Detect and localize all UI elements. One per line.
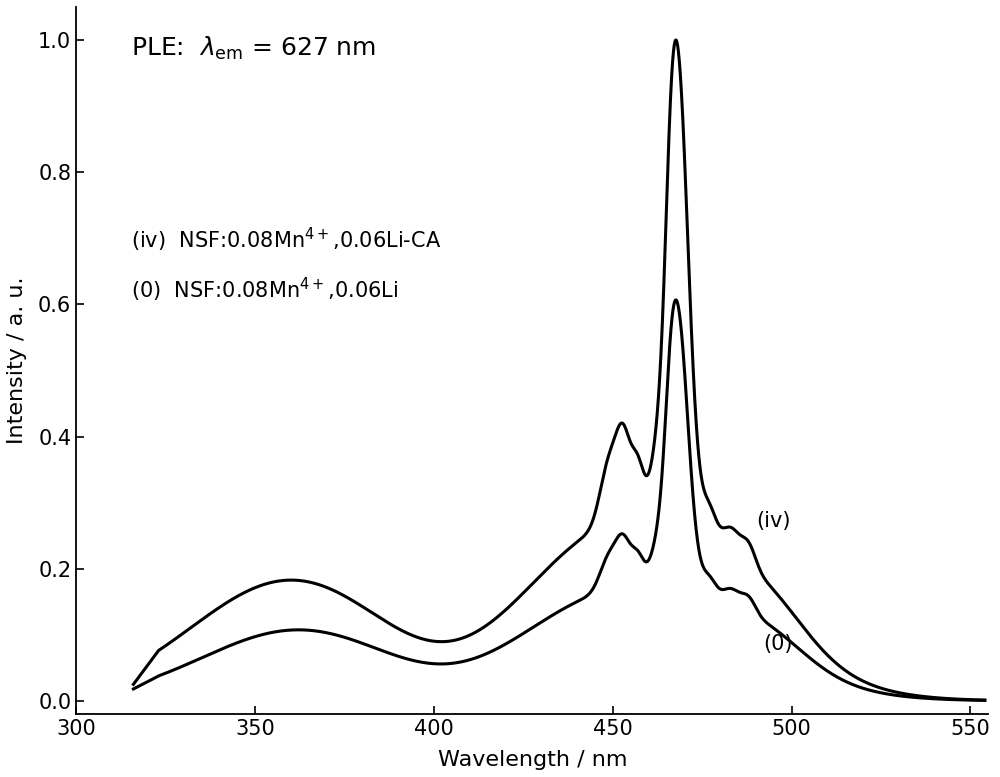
Text: (0): (0) bbox=[763, 634, 793, 654]
X-axis label: Wavelength / nm: Wavelength / nm bbox=[438, 750, 627, 770]
Text: (iv): (iv) bbox=[756, 511, 790, 531]
Y-axis label: Intensity / a. u.: Intensity / a. u. bbox=[7, 277, 27, 444]
Text: PLE:  $\lambda_{\rm em}$ = 627 nm: PLE: $\lambda_{\rm em}$ = 627 nm bbox=[131, 35, 376, 62]
Text: (iv)  NSF:0.08Mn$^{4+}$,0.06Li-CA: (iv) NSF:0.08Mn$^{4+}$,0.06Li-CA bbox=[131, 226, 441, 254]
Text: (0)  NSF:0.08Mn$^{4+}$,0.06Li: (0) NSF:0.08Mn$^{4+}$,0.06Li bbox=[131, 276, 398, 304]
